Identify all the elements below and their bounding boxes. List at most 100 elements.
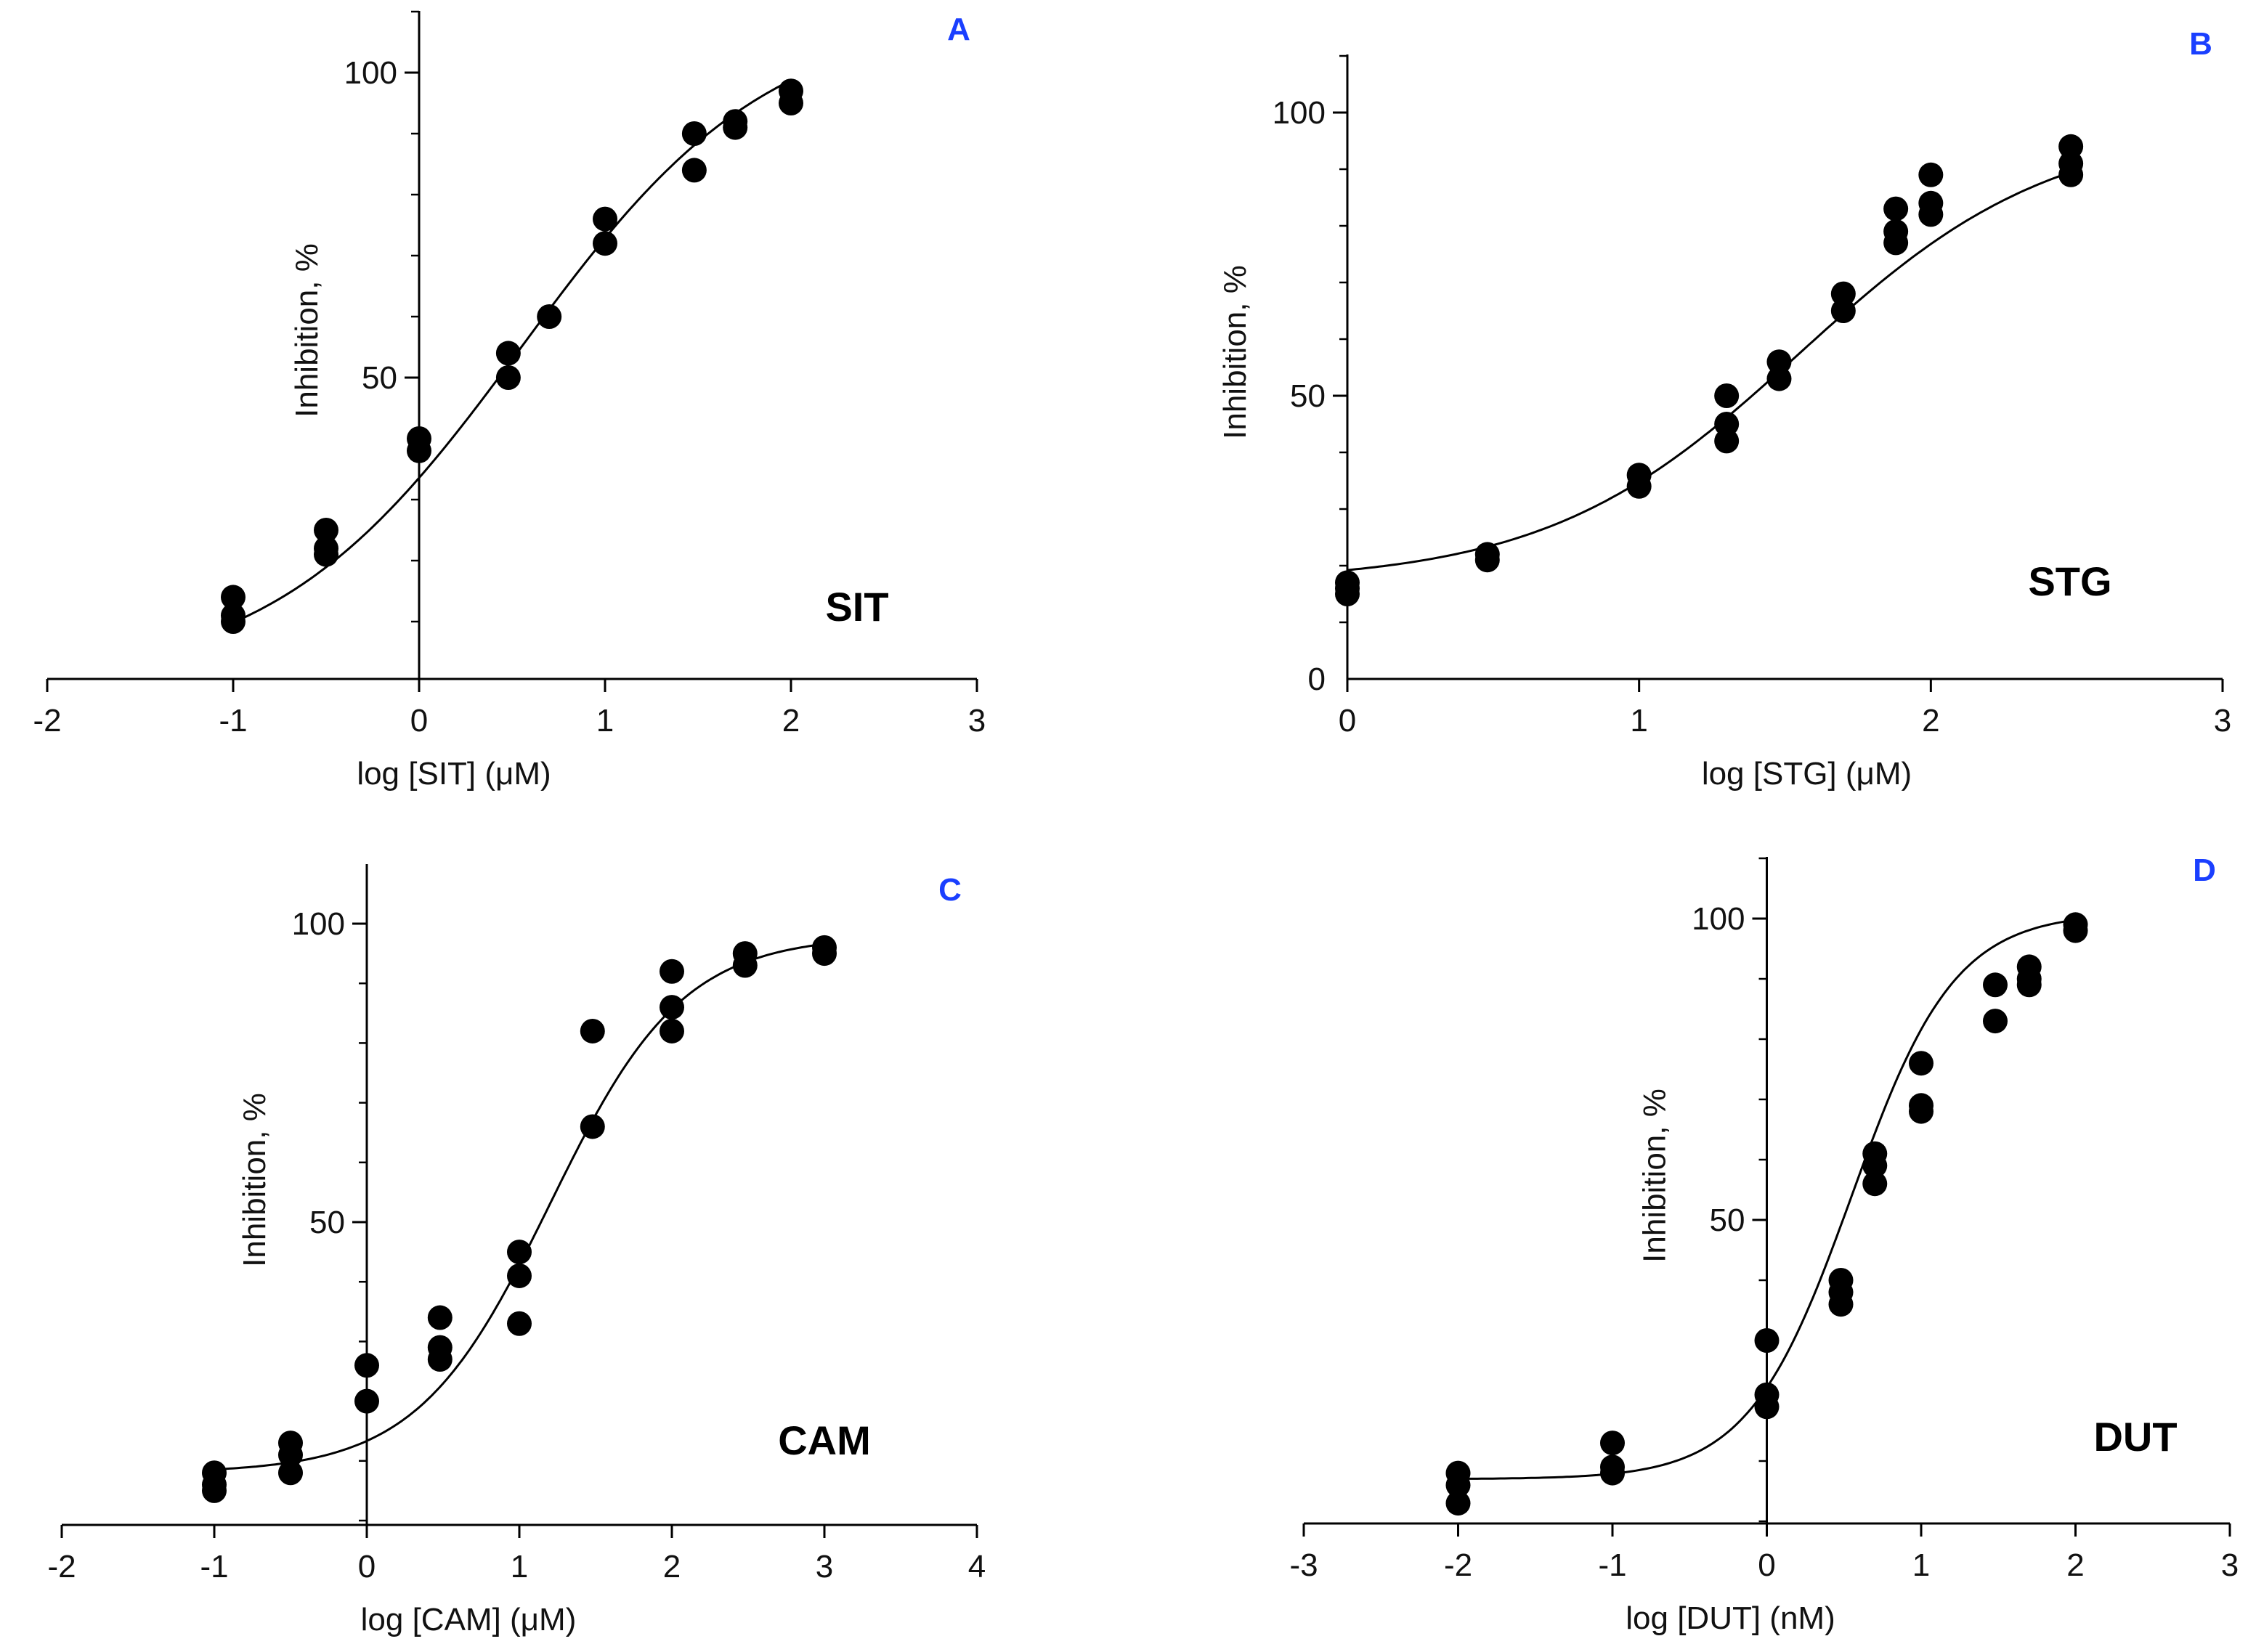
x-axis-label: log [DUT] (nM) (1626, 1600, 1835, 1636)
data-point (1754, 1394, 1780, 1420)
data-point (1474, 548, 1500, 573)
y-tick-label: 50 (1710, 1203, 1745, 1238)
data-point (427, 1305, 453, 1330)
x-tick-label: -3 (1289, 1547, 1318, 1583)
x-tick-label: -1 (1598, 1547, 1626, 1583)
data-point (1626, 473, 1652, 499)
data-point (1445, 1491, 1471, 1516)
x-tick-label: 0 (1339, 703, 1356, 738)
data-point (354, 1388, 379, 1414)
data-point (1883, 230, 1909, 256)
data-point (495, 365, 521, 390)
compound-name: DUT (2093, 1414, 2177, 1460)
data-point (278, 1460, 303, 1486)
data-point (1714, 428, 1740, 454)
x-tick-label: 1 (1630, 703, 1647, 738)
fit-curve (1347, 171, 2072, 571)
data-point (537, 304, 562, 329)
y-tick-label: 50 (1290, 378, 1326, 414)
x-tick-label: -2 (47, 1549, 76, 1584)
x-axis-label: log [STG] (μM) (1702, 756, 1912, 792)
data-point (2016, 972, 2042, 998)
data-point (427, 1347, 453, 1372)
y-tick-label: 100 (292, 906, 345, 942)
x-tick-label: 0 (1758, 1547, 1775, 1583)
data-point (1983, 972, 2008, 998)
data-point (1600, 1460, 1625, 1486)
data-point (732, 953, 758, 978)
data-point (278, 1442, 303, 1468)
y-tick-label: 100 (344, 55, 397, 91)
x-tick-label: 2 (782, 703, 800, 738)
y-axis-label: Inhibition, % (1637, 1089, 1673, 1263)
x-tick-label: -1 (200, 1549, 228, 1584)
panel-letter: A (947, 12, 970, 47)
data-point (221, 585, 246, 610)
x-tick-label: 1 (1912, 1547, 1930, 1583)
data-point (507, 1240, 532, 1265)
panel-letter: C (938, 872, 962, 908)
data-point (1883, 196, 1909, 221)
x-tick-label: -2 (33, 703, 61, 738)
data-point (1830, 281, 1856, 306)
x-tick-label: -1 (219, 703, 247, 738)
x-tick-label: 0 (358, 1549, 376, 1584)
compound-name: SIT (825, 584, 888, 630)
x-axis-label: log [CAM] (μM) (361, 1602, 577, 1637)
data-point (723, 115, 748, 140)
y-axis-label: Inhibition, % (1217, 265, 1253, 439)
data-point (1909, 1099, 1933, 1124)
panel-letter: B (2189, 26, 2212, 62)
data-point (1828, 1292, 1854, 1317)
fit-curve (214, 943, 825, 1471)
data-point (812, 941, 837, 967)
y-tick-label: 0 (1308, 662, 1326, 697)
x-tick-label: 4 (968, 1549, 986, 1584)
data-point (202, 1478, 227, 1503)
data-point (507, 1311, 532, 1336)
y-tick-label: 100 (1273, 95, 1326, 131)
data-point (593, 206, 617, 232)
data-point (1445, 1473, 1471, 1498)
data-point (314, 542, 338, 567)
data-point (660, 995, 684, 1020)
data-point (2063, 918, 2088, 943)
data-point (354, 1353, 379, 1378)
data-point (507, 1263, 532, 1288)
panel-d: -3 -2 -1 0 1 2 3 50 100 log [DUT] (nM) Inhibition,… (1289, 853, 2239, 1636)
data-point (1600, 1431, 1625, 1456)
data-point (221, 609, 246, 634)
compound-name: CAM (778, 1417, 871, 1463)
data-point (681, 121, 707, 146)
x-tick-label: 0 (410, 703, 428, 738)
data-point (1335, 582, 1360, 606)
x-tick-label: 2 (2066, 1547, 2084, 1583)
y-tick-label: 50 (309, 1205, 345, 1240)
data-point (1754, 1328, 1780, 1353)
data-point (779, 91, 803, 115)
data-point (314, 518, 338, 542)
data-point (1918, 162, 1944, 187)
data-point (1862, 1171, 1888, 1197)
data-point (593, 231, 617, 256)
panel-b: 0 1 2 3 0 50 100 log [STG] (μM) Inhibition, % STG… (1217, 26, 2231, 792)
data-point (660, 1018, 684, 1043)
y-axis-label: Inhibition, % (237, 1093, 272, 1267)
data-point (1983, 1009, 2008, 1034)
data-point (1766, 349, 1792, 375)
data-point (660, 959, 684, 984)
data-point (1918, 202, 1944, 227)
x-tick-label: 3 (968, 703, 986, 738)
x-tick-label: 1 (596, 703, 614, 738)
x-tick-label: 2 (663, 1549, 681, 1584)
panel-c: -2 -1 0 1 2 3 4 50 100 log [CAM] (μM) Inhibition, … (47, 864, 986, 1637)
data-point (1830, 298, 1856, 323)
data-point (2058, 162, 2084, 187)
data-point (580, 1018, 605, 1043)
compound-name: STG (2028, 558, 2111, 604)
x-tick-label: 3 (2214, 703, 2231, 738)
data-point (580, 1114, 605, 1139)
data-point (2058, 134, 2084, 159)
data-point (407, 438, 431, 463)
